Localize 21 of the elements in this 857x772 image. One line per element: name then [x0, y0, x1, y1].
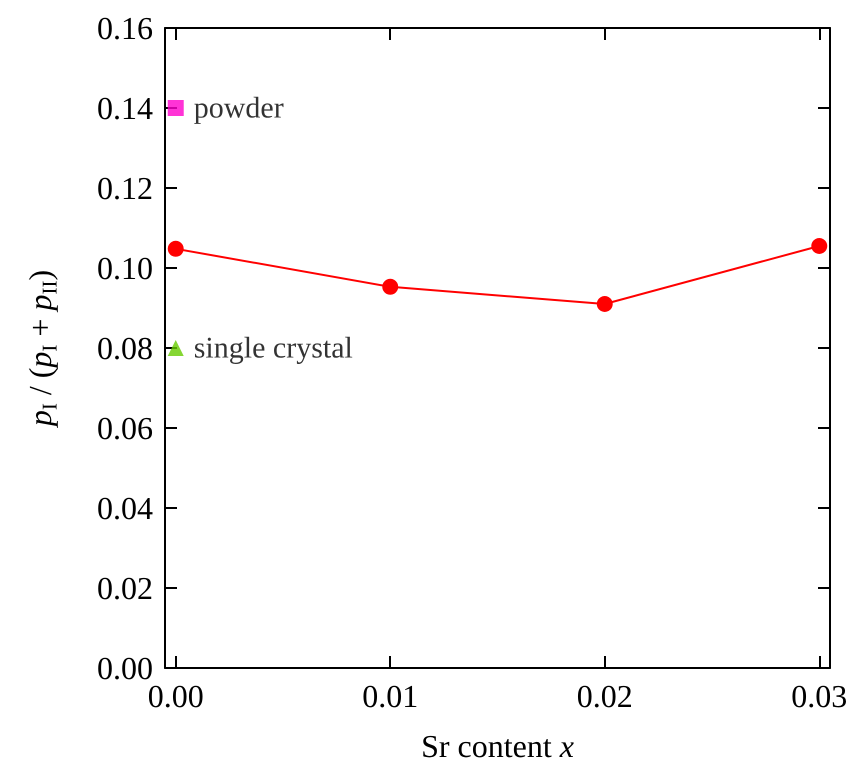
series-label: single crystal	[194, 332, 353, 364]
point	[168, 240, 184, 257]
x-tick-label: 0.02	[576, 678, 633, 714]
y-tick-label: 0.14	[97, 90, 153, 126]
series-label: powder	[194, 92, 284, 124]
x-tick-label: 0.03	[791, 678, 848, 714]
x-tick-label: 0.01	[362, 678, 418, 714]
point	[382, 278, 398, 295]
text: pI / (pI + pII)	[22, 270, 62, 426]
y-tick-label: 0.06	[97, 410, 153, 446]
y-tick-label: 0.10	[97, 250, 153, 286]
point	[596, 296, 613, 312]
y-tick-label: 0.16	[97, 10, 153, 46]
y-tick-label: 0.02	[97, 570, 153, 606]
y-tick-label: 0.04	[97, 490, 153, 526]
point	[168, 100, 184, 116]
point	[811, 238, 828, 254]
point	[168, 340, 184, 356]
y-tick-label: 0.08	[97, 330, 153, 366]
x-axis-title: Sr content x	[421, 728, 574, 764]
y-tick-label: 0.12	[97, 170, 153, 206]
